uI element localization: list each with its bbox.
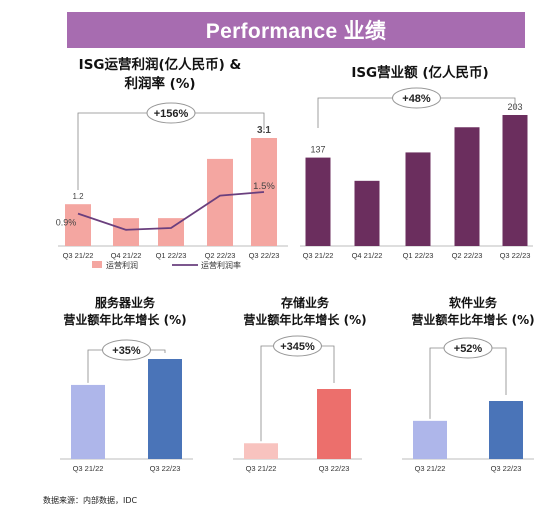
- revenue-bar: [454, 127, 480, 246]
- profit-x-tick-label: Q3 21/22: [63, 251, 94, 260]
- profit-annotation-oval: [146, 102, 196, 124]
- revenue-x-tick-label: Q3 21/22: [303, 251, 334, 260]
- margin-value-label: 1.5%: [253, 181, 275, 192]
- server-bar: [148, 359, 182, 459]
- profit-bracket: [77, 112, 265, 190]
- storage-x-tick-label: Q3 21/22: [246, 464, 277, 473]
- profit-x-tick-label: Q2 22/23: [205, 251, 236, 260]
- revenue-title-line-1: ISG营业额 (亿人民币): [351, 65, 489, 81]
- software-title-line-1: 软件业务: [448, 296, 497, 310]
- software-annotation-label: +52%: [454, 343, 483, 355]
- profit-bar: [207, 158, 233, 246]
- revenue-x-tick-label: Q2 22/23: [452, 251, 483, 260]
- profit-bar: [65, 204, 91, 246]
- storage-bar: [317, 389, 351, 459]
- software-chart-title: 软件业务 营业额年比年增长 (%): [393, 295, 553, 329]
- server-bar: [71, 384, 105, 459]
- revenue-x-tick-label: Q1 22/23: [403, 251, 434, 260]
- revenue-x-tick-label: Q4 21/22: [352, 251, 383, 260]
- profit-annotation-label: +156%: [154, 108, 189, 120]
- revenue-annotation-label: +48%: [402, 93, 431, 105]
- server-x-tick-label: Q3 22/23: [150, 464, 181, 473]
- profit-bar-value-label: 3.1: [257, 125, 271, 136]
- storage-annotation-label: +345%: [280, 341, 315, 353]
- storage-x-tick-label: Q3 22/23: [319, 464, 350, 473]
- software-bar: [489, 401, 523, 459]
- storage-title-line-1: 存储业务: [280, 296, 329, 310]
- server-annotation-oval: [102, 339, 151, 361]
- margin-value-label: 0.9%: [56, 218, 77, 228]
- revenue-bar: [354, 180, 380, 246]
- profit-chart-title: ISG运营利润(亿人民币) & 利润率 (%): [55, 56, 265, 94]
- page-title: Performance 业绩: [67, 12, 525, 48]
- revenue-bar: [502, 115, 528, 246]
- storage-bar: [244, 443, 278, 459]
- software-x-tick-label: Q3 22/23: [491, 464, 522, 473]
- revenue-bar-value-label: 137: [310, 145, 325, 155]
- profit-x-tick-label: Q3 22/23: [249, 251, 280, 260]
- storage-annotation-oval: [273, 335, 322, 357]
- revenue-annotation-oval: [392, 87, 441, 109]
- software-bar: [413, 420, 447, 459]
- server-title-line-1: 服务器业务: [94, 296, 155, 310]
- software-title-line-2: 营业额年比年增长 (%): [411, 313, 535, 327]
- revenue-x-tick-label: Q3 22/23: [500, 251, 531, 260]
- revenue-chart-title: ISG营业额 (亿人民币): [320, 64, 520, 83]
- profit-x-tick-label: Q1 22/23: [156, 251, 187, 260]
- profit-x-tick-label: Q4 21/22: [111, 251, 142, 260]
- profit-legend-swatch: [92, 261, 102, 268]
- margin-legend-label: 运营利润率: [201, 260, 241, 270]
- software-annotation-oval: [443, 337, 493, 359]
- profit-bar-value-label: 1.2: [72, 192, 84, 201]
- storage-chart-title: 存储业务 营业额年比年增长 (%): [225, 295, 385, 329]
- profit-title-line-1: ISG运营利润(亿人民币) &: [78, 57, 242, 73]
- profit-title-line-2: 利润率 (%): [124, 76, 196, 92]
- server-title-line-2: 营业额年比年增长 (%): [63, 313, 187, 327]
- profit-bar: [113, 218, 139, 246]
- server-chart-title: 服务器业务 营业额年比年增长 (%): [45, 295, 205, 329]
- revenue-bar: [405, 152, 431, 246]
- software-x-tick-label: Q3 21/22: [415, 464, 446, 473]
- server-annotation-label: +35%: [112, 345, 141, 357]
- server-x-tick-label: Q3 21/22: [73, 464, 104, 473]
- profit-legend-label: 运营利润: [106, 260, 138, 270]
- storage-title-line-2: 营业额年比年增长 (%): [243, 313, 367, 327]
- revenue-bar: [305, 157, 331, 246]
- margin-line: [77, 191, 265, 231]
- source-note: 数据来源：内部数据，IDC: [43, 496, 138, 505]
